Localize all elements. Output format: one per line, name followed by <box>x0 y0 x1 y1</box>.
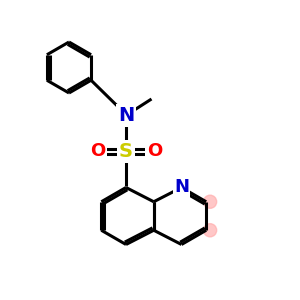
Circle shape <box>203 224 217 237</box>
Text: S: S <box>119 142 133 161</box>
Text: O: O <box>147 142 162 160</box>
Text: N: N <box>118 106 134 125</box>
Text: O: O <box>90 142 105 160</box>
Text: N: N <box>174 178 189 196</box>
Circle shape <box>203 195 217 208</box>
